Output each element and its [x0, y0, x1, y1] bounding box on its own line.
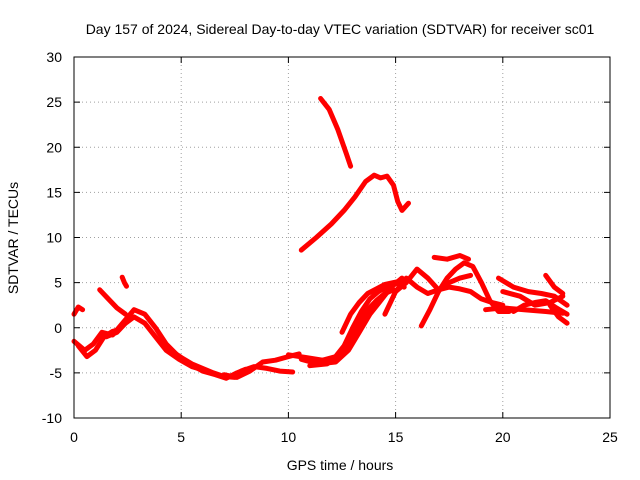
series-arc-17	[393, 266, 474, 295]
series-arc-20	[483, 305, 566, 316]
series-arc-9	[238, 364, 296, 375]
series-arc-21	[511, 298, 570, 317]
x-tick-labels: 0 5 10 15 20 25	[70, 429, 618, 445]
y-tick-label: 15	[46, 184, 62, 200]
y-tick-label: 30	[46, 49, 62, 65]
axis-ticks	[73, 56, 611, 419]
chart-title: Day 157 of 2024, Sidereal Day-to-day VTE…	[86, 21, 595, 37]
x-tick-label: 20	[495, 429, 511, 445]
series-arc-23	[500, 289, 566, 308]
grid-lines	[74, 57, 610, 418]
x-tick-label: 25	[602, 429, 618, 445]
series-arc-15	[318, 96, 354, 169]
x-tick-label: 0	[70, 429, 78, 445]
y-tick-label: -10	[42, 410, 62, 426]
y-tick-label: 20	[46, 139, 62, 155]
y-tick-label: 25	[46, 94, 62, 110]
y-tick-label: 10	[46, 230, 62, 246]
series-arc-12	[307, 287, 396, 369]
x-tick-label: 5	[177, 429, 185, 445]
x-axis-label: GPS time / hours	[287, 457, 394, 473]
series-arc-10	[285, 280, 407, 363]
series-arc-14	[298, 172, 411, 253]
series-arc-25	[547, 302, 570, 326]
y-tick-labels: -10 -5 0 5 10 15 20 25 30	[42, 49, 62, 426]
series-arc-19	[431, 253, 471, 262]
y-tick-label: 5	[54, 275, 62, 291]
series-arc-24	[543, 272, 566, 296]
series-arc-5	[97, 287, 128, 317]
x-tick-label: 10	[281, 429, 297, 445]
data-series	[71, 96, 570, 381]
series-arc-13	[339, 278, 405, 335]
x-tick-label: 15	[388, 429, 404, 445]
y-axis-label: SDTVAR / TECUs	[5, 182, 21, 294]
series-arc-6	[119, 274, 129, 289]
series-arc-18	[418, 260, 512, 329]
y-tick-label: 0	[54, 320, 62, 336]
y-tick-label: -5	[50, 365, 63, 381]
series-arc-1	[71, 304, 86, 317]
